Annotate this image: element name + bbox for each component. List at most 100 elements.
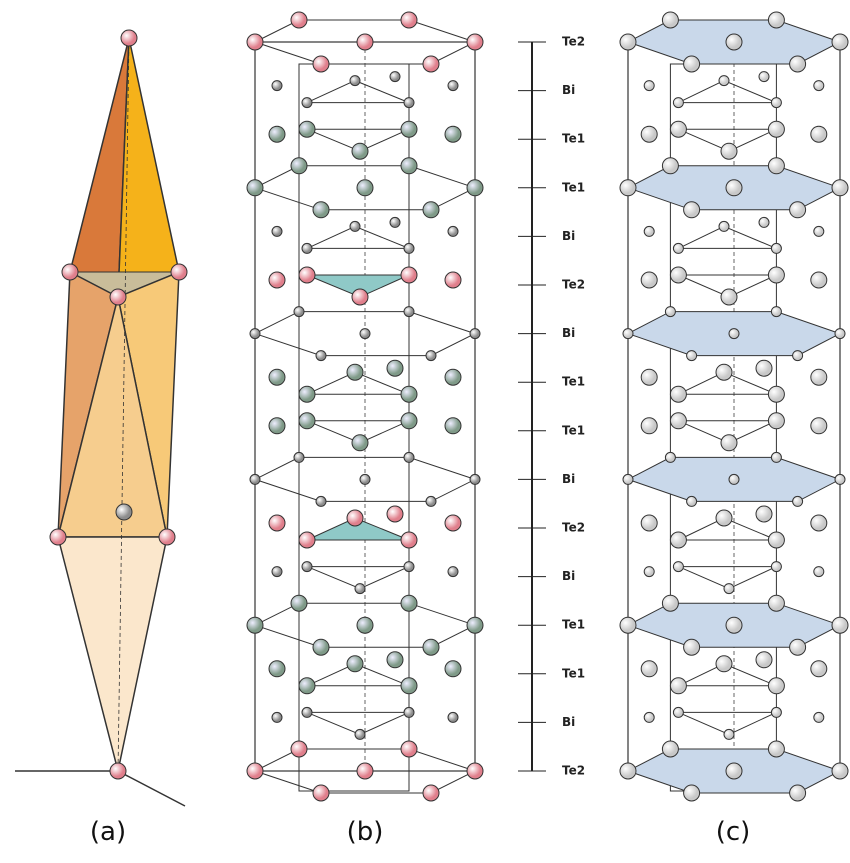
panel-label: (c)	[716, 817, 751, 847]
atom	[390, 217, 400, 227]
atom	[313, 56, 329, 72]
atom	[814, 567, 824, 577]
atom	[250, 474, 260, 484]
atom	[673, 98, 683, 108]
atom	[401, 386, 417, 402]
atom	[445, 418, 461, 434]
atom	[756, 360, 772, 376]
atom	[768, 12, 784, 28]
atom	[665, 307, 675, 317]
atom	[350, 221, 360, 231]
atom	[299, 267, 315, 283]
atom	[360, 329, 370, 339]
atom	[313, 639, 329, 655]
atom	[291, 12, 307, 28]
atom	[387, 652, 403, 668]
panel-label: (a)	[90, 817, 126, 847]
atom	[316, 496, 326, 506]
atom	[832, 617, 848, 633]
atom	[316, 351, 326, 361]
atom	[670, 678, 686, 694]
layer-label: Bi	[562, 569, 575, 583]
layer-label: Te1	[562, 618, 585, 632]
atom	[445, 661, 461, 677]
atom	[644, 712, 654, 722]
atom	[357, 34, 373, 50]
atom	[684, 639, 700, 655]
atom	[623, 329, 633, 339]
atom	[401, 121, 417, 137]
atom	[426, 496, 436, 506]
atom	[768, 678, 784, 694]
atom	[299, 386, 315, 402]
atom	[352, 289, 368, 305]
atom	[835, 329, 845, 339]
atom	[673, 243, 683, 253]
atom	[759, 217, 769, 227]
atom	[470, 474, 480, 484]
atom	[620, 180, 636, 196]
atom	[272, 712, 282, 722]
atom	[302, 98, 312, 108]
atom	[269, 515, 285, 531]
atom	[623, 474, 633, 484]
atom	[404, 452, 414, 462]
atom	[716, 510, 732, 526]
atom	[387, 360, 403, 376]
atom	[467, 34, 483, 50]
atom	[662, 12, 678, 28]
atom	[814, 81, 824, 91]
atom	[470, 329, 480, 339]
atom	[448, 81, 458, 91]
atom	[768, 386, 784, 402]
layer-label: Te2	[562, 278, 585, 292]
atom	[687, 351, 697, 361]
atom	[352, 435, 368, 451]
atom	[726, 180, 742, 196]
atom	[404, 98, 414, 108]
atom	[684, 202, 700, 218]
layer-label: Te2	[562, 764, 585, 778]
atom	[835, 474, 845, 484]
atom	[401, 678, 417, 694]
atom	[620, 34, 636, 50]
atom	[313, 202, 329, 218]
layer-label: Bi	[562, 229, 575, 243]
atom	[771, 307, 781, 317]
atom	[401, 158, 417, 174]
atom	[247, 34, 263, 50]
atom	[357, 180, 373, 196]
atom	[771, 98, 781, 108]
atom	[724, 729, 734, 739]
atom	[247, 180, 263, 196]
atom	[662, 595, 678, 611]
layer-label: Bi	[562, 715, 575, 729]
atom	[670, 532, 686, 548]
atom	[814, 226, 824, 236]
atom	[832, 34, 848, 50]
atom	[347, 364, 363, 380]
atom	[313, 785, 329, 801]
atom	[768, 121, 784, 137]
atom	[269, 272, 285, 288]
atom	[662, 158, 678, 174]
atom	[401, 413, 417, 429]
layer-scale: Te2BiTe1Te1BiTe2BiTe1Te1BiTe2BiTe1Te1BiT…	[518, 35, 585, 778]
atom	[665, 452, 675, 462]
atom	[272, 567, 282, 577]
atom	[662, 741, 678, 757]
atom	[719, 221, 729, 231]
layer-label: Bi	[562, 472, 575, 486]
atom	[269, 418, 285, 434]
atom	[644, 226, 654, 236]
atom	[299, 532, 315, 548]
atom	[673, 707, 683, 717]
atom	[247, 763, 263, 779]
atom	[401, 12, 417, 28]
atom	[423, 202, 439, 218]
atom	[641, 661, 657, 677]
atom	[291, 595, 307, 611]
atom	[793, 351, 803, 361]
atom	[620, 763, 636, 779]
atom	[302, 243, 312, 253]
